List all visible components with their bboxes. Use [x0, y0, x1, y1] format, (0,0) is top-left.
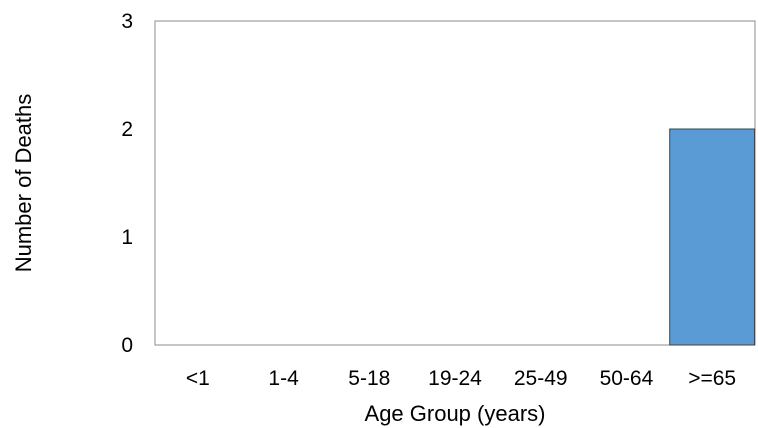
x-tick-label: 25-49: [514, 367, 568, 390]
plot-area: [154, 20, 756, 346]
y-tick-label: 1: [121, 226, 133, 249]
y-tick-label: 2: [121, 118, 133, 141]
x-tick-label: 19-24: [428, 367, 482, 390]
bars: [669, 128, 756, 346]
x-tick-label: >=65: [688, 367, 736, 390]
x-tick-label: <1: [186, 367, 210, 390]
x-axis-title: Age Group (years): [365, 401, 546, 426]
y-tick-label: 0: [121, 334, 133, 357]
x-axis-tick-labels: <1 1-4 5-18 19-24 25-49 50-64 >=65: [186, 367, 736, 390]
x-tick-label: 1-4: [268, 367, 299, 390]
x-tick-label: 5-18: [348, 367, 390, 390]
y-axis-title: Number of Deaths: [11, 94, 36, 273]
x-tick-label: 50-64: [600, 367, 654, 390]
y-axis-tick-labels: 0 1 2 3: [121, 10, 133, 357]
y-tick-label: 3: [121, 10, 133, 33]
bar: [669, 128, 756, 346]
